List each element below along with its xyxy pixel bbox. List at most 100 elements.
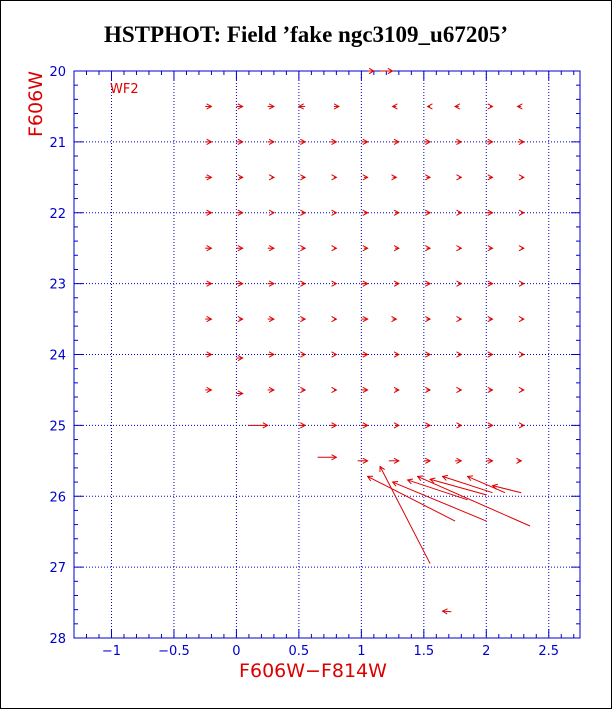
vector-arrow: [267, 315, 275, 323]
vector-head: [333, 103, 340, 110]
vector-arrow: [317, 454, 338, 461]
vector-head: [362, 351, 369, 358]
y-tick-label: 21: [49, 136, 66, 151]
vector-head: [393, 422, 400, 429]
vector-head: [429, 477, 436, 484]
vector-arrow: [393, 245, 400, 252]
vector-arrow: [425, 422, 432, 429]
vector-arrow: [391, 315, 398, 323]
vector-arrow: [516, 457, 523, 464]
vector-head: [331, 454, 338, 461]
vector-arrow: [487, 351, 494, 358]
vector-arrow: [331, 386, 338, 394]
vector-arrow: [393, 422, 400, 429]
vector-arrow: [392, 138, 400, 145]
vector-arrow: [205, 138, 213, 145]
vector-head: [487, 103, 494, 110]
vector-arrow: [267, 386, 275, 394]
vector-arrow: [267, 245, 275, 252]
vector-head: [206, 209, 213, 216]
vector-head: [362, 422, 369, 429]
x-tick-label: 0.5: [289, 644, 310, 659]
vector-shaft: [367, 475, 456, 522]
vector-head: [268, 103, 275, 110]
vector-arrow: [236, 209, 244, 216]
vector-arrow: [518, 351, 525, 358]
vector-arrow: [267, 103, 275, 110]
vector-arrow: [236, 354, 244, 362]
x-tick-label: 1.5: [413, 644, 434, 659]
vector-head: [518, 351, 525, 358]
vector-head: [362, 138, 369, 145]
vector-arrow: [516, 103, 523, 110]
vector-arrow: [300, 386, 307, 394]
vector-arrow: [236, 103, 244, 110]
vector-arrow: [268, 209, 275, 216]
vector-head: [206, 245, 213, 252]
vector-arrow: [361, 386, 369, 394]
vector-head: [456, 351, 463, 358]
vector-head: [300, 174, 307, 181]
vector-head: [456, 386, 463, 394]
vector-head: [487, 457, 494, 464]
vector-head: [300, 138, 307, 145]
vector-arrow: [333, 103, 340, 110]
vector-head: [393, 209, 400, 216]
vector-arrow: [425, 245, 432, 252]
vector-head: [487, 209, 494, 216]
vector-arrow: [466, 475, 506, 494]
vector-arrow: [441, 608, 452, 615]
vector-arrow: [300, 245, 307, 252]
y-tick-label: 22: [49, 207, 66, 222]
vector-head: [331, 386, 338, 394]
vector-arrow: [367, 67, 375, 75]
vector-head: [268, 280, 275, 287]
vector-arrow: [236, 280, 244, 287]
vector-arrow: [393, 280, 400, 287]
vector-arrow: [423, 138, 432, 145]
vector-head: [426, 103, 433, 110]
vector-arrow: [205, 245, 213, 252]
vector-arrow: [518, 386, 525, 394]
vector-head: [406, 478, 414, 485]
vector-arrow: [391, 174, 398, 181]
vector-head: [456, 245, 463, 252]
vector-head: [297, 103, 304, 110]
vector-arrow: [425, 351, 432, 358]
vector-arrow: [426, 103, 433, 110]
vector-arrow: [487, 386, 494, 394]
vector-head: [425, 351, 432, 358]
vector-arrow: [297, 103, 306, 110]
vector-arrow: [331, 245, 338, 252]
vector-head: [487, 138, 494, 145]
vector-arrow: [425, 280, 432, 287]
vector-head: [331, 351, 338, 358]
vector-arrow: [248, 422, 269, 429]
y-tick-label: 25: [49, 419, 66, 434]
vector-head: [362, 315, 369, 323]
vector-head: [487, 174, 494, 181]
vector-arrow: [361, 315, 369, 323]
vector-arrow: [406, 478, 468, 501]
vector-arrow: [425, 386, 432, 394]
vector-head: [487, 315, 494, 323]
vector-head: [518, 386, 525, 394]
x-tick-label: −1: [102, 644, 121, 659]
vector-head: [391, 315, 398, 323]
vector-head: [393, 457, 400, 464]
vector-head: [518, 138, 525, 145]
vector-head: [393, 245, 400, 252]
vector-arrow: [362, 174, 369, 181]
vector-arrow: [487, 103, 494, 110]
vector-head: [206, 351, 213, 358]
vector-arrow: [423, 457, 432, 464]
vector-arrow: [491, 483, 522, 494]
vector-head: [518, 422, 525, 429]
vector-arrow: [300, 315, 307, 323]
x-tick-label: 0: [232, 644, 240, 659]
vector-shaft: [417, 475, 531, 527]
vector-arrow: [268, 174, 275, 181]
vector-head: [368, 67, 375, 75]
x-tick-label: 1: [357, 644, 365, 659]
